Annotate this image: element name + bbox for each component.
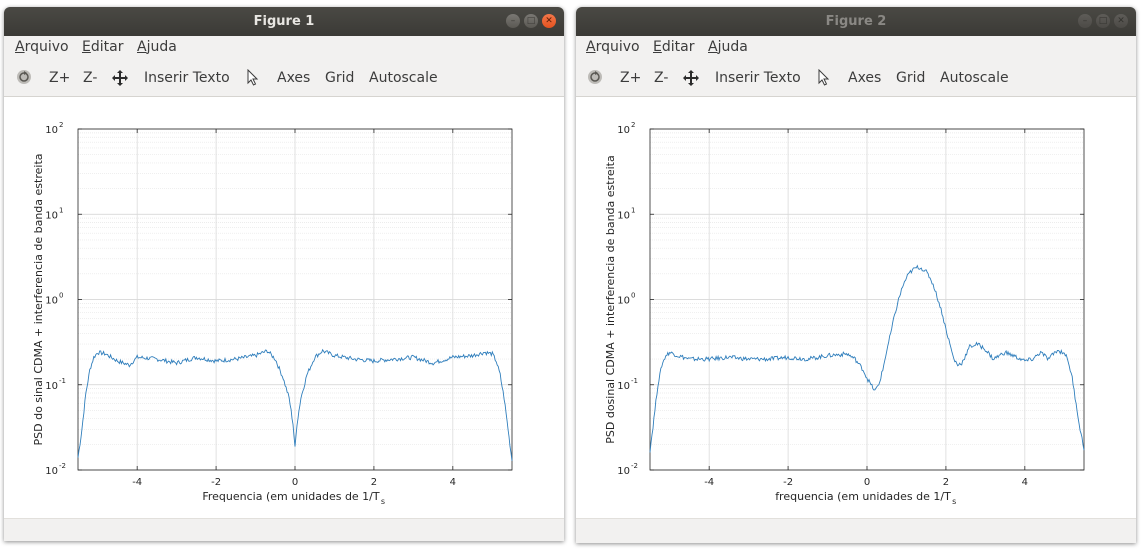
pointer-icon[interactable] <box>818 68 830 91</box>
x-tick-label: -2 <box>211 477 221 488</box>
y-tick-exponent: -1 <box>59 377 66 385</box>
y-tick-exponent: 0 <box>631 292 635 300</box>
x-axis-label-subscript: s <box>381 497 385 506</box>
plot-canvas[interactable]: -4 -2 0 2 4 10 -2 10 -1 10 0 10 1 10 2 Frequencia (em u… <box>4 97 564 518</box>
pan-icon[interactable] <box>111 69 129 91</box>
y-tick-exponent: 1 <box>631 206 635 214</box>
menu-ajuda[interactable]: Ajuda <box>708 39 748 55</box>
status-bar <box>576 518 1136 543</box>
window-title: Figure 1 <box>253 14 315 29</box>
plot-canvas[interactable]: -4 -2 0 2 4 10 -2 10 -1 10 0 10 1 10 2 frequencia (em u… <box>576 97 1136 518</box>
y-tick-exponent: 1 <box>59 206 63 214</box>
menu-editar[interactable]: Editar <box>82 39 124 55</box>
y-tick-exponent: -1 <box>631 377 638 385</box>
x-tick-label: 4 <box>450 477 456 488</box>
y-tick-label: 10 <box>45 125 58 136</box>
insert-text-button[interactable]: Inserir Texto <box>144 70 230 86</box>
x-axis-label: frequencia (em unidades de 1/T <box>775 490 951 503</box>
x-tick-label: 0 <box>292 477 298 488</box>
psd-series-line <box>649 264 1085 453</box>
title-bar[interactable]: Figure 1 – □ ✕ <box>4 7 564 36</box>
y-tick-label: 10 <box>45 466 58 477</box>
y-tick-label: 10 <box>45 296 58 307</box>
autoscale-button[interactable]: Autoscale <box>369 70 438 86</box>
y-tick-exponent: -2 <box>59 462 66 470</box>
grid-button[interactable]: Grid <box>325 70 355 86</box>
toolbar: Z+ Z- Inserir Texto Axes Grid Autoscale <box>576 59 1136 97</box>
y-axis-label: PSD dosinal CDMA + interferencia de band… <box>604 155 617 444</box>
figure-1-window: Figure 1 – □ ✕ Arquivo Editar Ajuda Z+ Z… <box>4 7 564 541</box>
zoom-in-button[interactable]: Z+ <box>49 70 71 86</box>
y-tick-label: 10 <box>617 296 630 307</box>
maximize-icon[interactable]: □ <box>524 14 538 28</box>
rotate-icon[interactable] <box>16 69 32 89</box>
maximize-icon[interactable]: □ <box>1096 14 1110 28</box>
insert-text-button[interactable]: Inserir Texto <box>715 70 801 86</box>
rotate-icon[interactable] <box>587 69 603 89</box>
autoscale-button[interactable]: Autoscale <box>940 70 1009 86</box>
y-tick-label: 10 <box>45 381 58 392</box>
y-tick-exponent: 2 <box>631 121 635 129</box>
pan-icon[interactable] <box>682 69 700 91</box>
zoom-out-button[interactable]: Z- <box>654 70 669 86</box>
x-tick-label: -4 <box>704 477 714 488</box>
x-tick-label: 2 <box>943 477 949 488</box>
x-tick-label: -2 <box>783 477 793 488</box>
status-bar <box>4 518 564 541</box>
x-axis-label: Frequencia (em unidades de 1/T <box>202 490 380 503</box>
minimize-icon[interactable]: – <box>506 14 520 28</box>
close-icon[interactable]: ✕ <box>542 14 556 28</box>
toolbar: Z+ Z- Inserir Texto Axes Grid Autoscale <box>4 59 564 97</box>
zoom-in-button[interactable]: Z+ <box>620 70 642 86</box>
x-tick-label: 4 <box>1022 477 1028 488</box>
y-tick-exponent: 2 <box>59 121 63 129</box>
zoom-out-button[interactable]: Z- <box>83 70 98 86</box>
y-tick-label: 10 <box>45 210 58 221</box>
minimize-icon[interactable]: – <box>1078 14 1092 28</box>
menu-bar: Arquivo Editar Ajuda <box>576 36 1136 59</box>
psd-series-line <box>77 348 513 461</box>
menu-editar[interactable]: Editar <box>653 39 695 55</box>
menu-arquivo[interactable]: Arquivo <box>586 39 640 55</box>
y-axis-label: PSD do sinal CDMA + interferencia de ban… <box>32 154 45 446</box>
x-tick-label: 2 <box>371 477 377 488</box>
x-tick-label: 0 <box>864 477 870 488</box>
y-tick-exponent: 0 <box>59 292 63 300</box>
figure-2-window: Figure 2 – □ ✕ Arquivo Editar Ajuda Z+ Z… <box>576 7 1136 543</box>
axes-button[interactable]: Axes <box>277 70 311 86</box>
pointer-icon[interactable] <box>247 68 259 91</box>
title-bar[interactable]: Figure 2 – □ ✕ <box>576 7 1136 36</box>
x-axis-label-subscript: s <box>952 497 956 506</box>
y-tick-label: 10 <box>617 381 630 392</box>
grid-button[interactable]: Grid <box>896 70 926 86</box>
menu-arquivo[interactable]: Arquivo <box>15 39 69 55</box>
y-tick-exponent: -2 <box>631 462 638 470</box>
axes-button[interactable]: Axes <box>848 70 882 86</box>
window-title: Figure 2 <box>825 14 887 29</box>
menu-bar: Arquivo Editar Ajuda <box>4 36 564 59</box>
menu-ajuda[interactable]: Ajuda <box>137 39 177 55</box>
close-icon[interactable]: ✕ <box>1114 14 1128 28</box>
y-tick-label: 10 <box>617 125 630 136</box>
y-tick-label: 10 <box>617 466 630 477</box>
x-tick-label: -4 <box>132 477 142 488</box>
y-tick-label: 10 <box>617 210 630 221</box>
